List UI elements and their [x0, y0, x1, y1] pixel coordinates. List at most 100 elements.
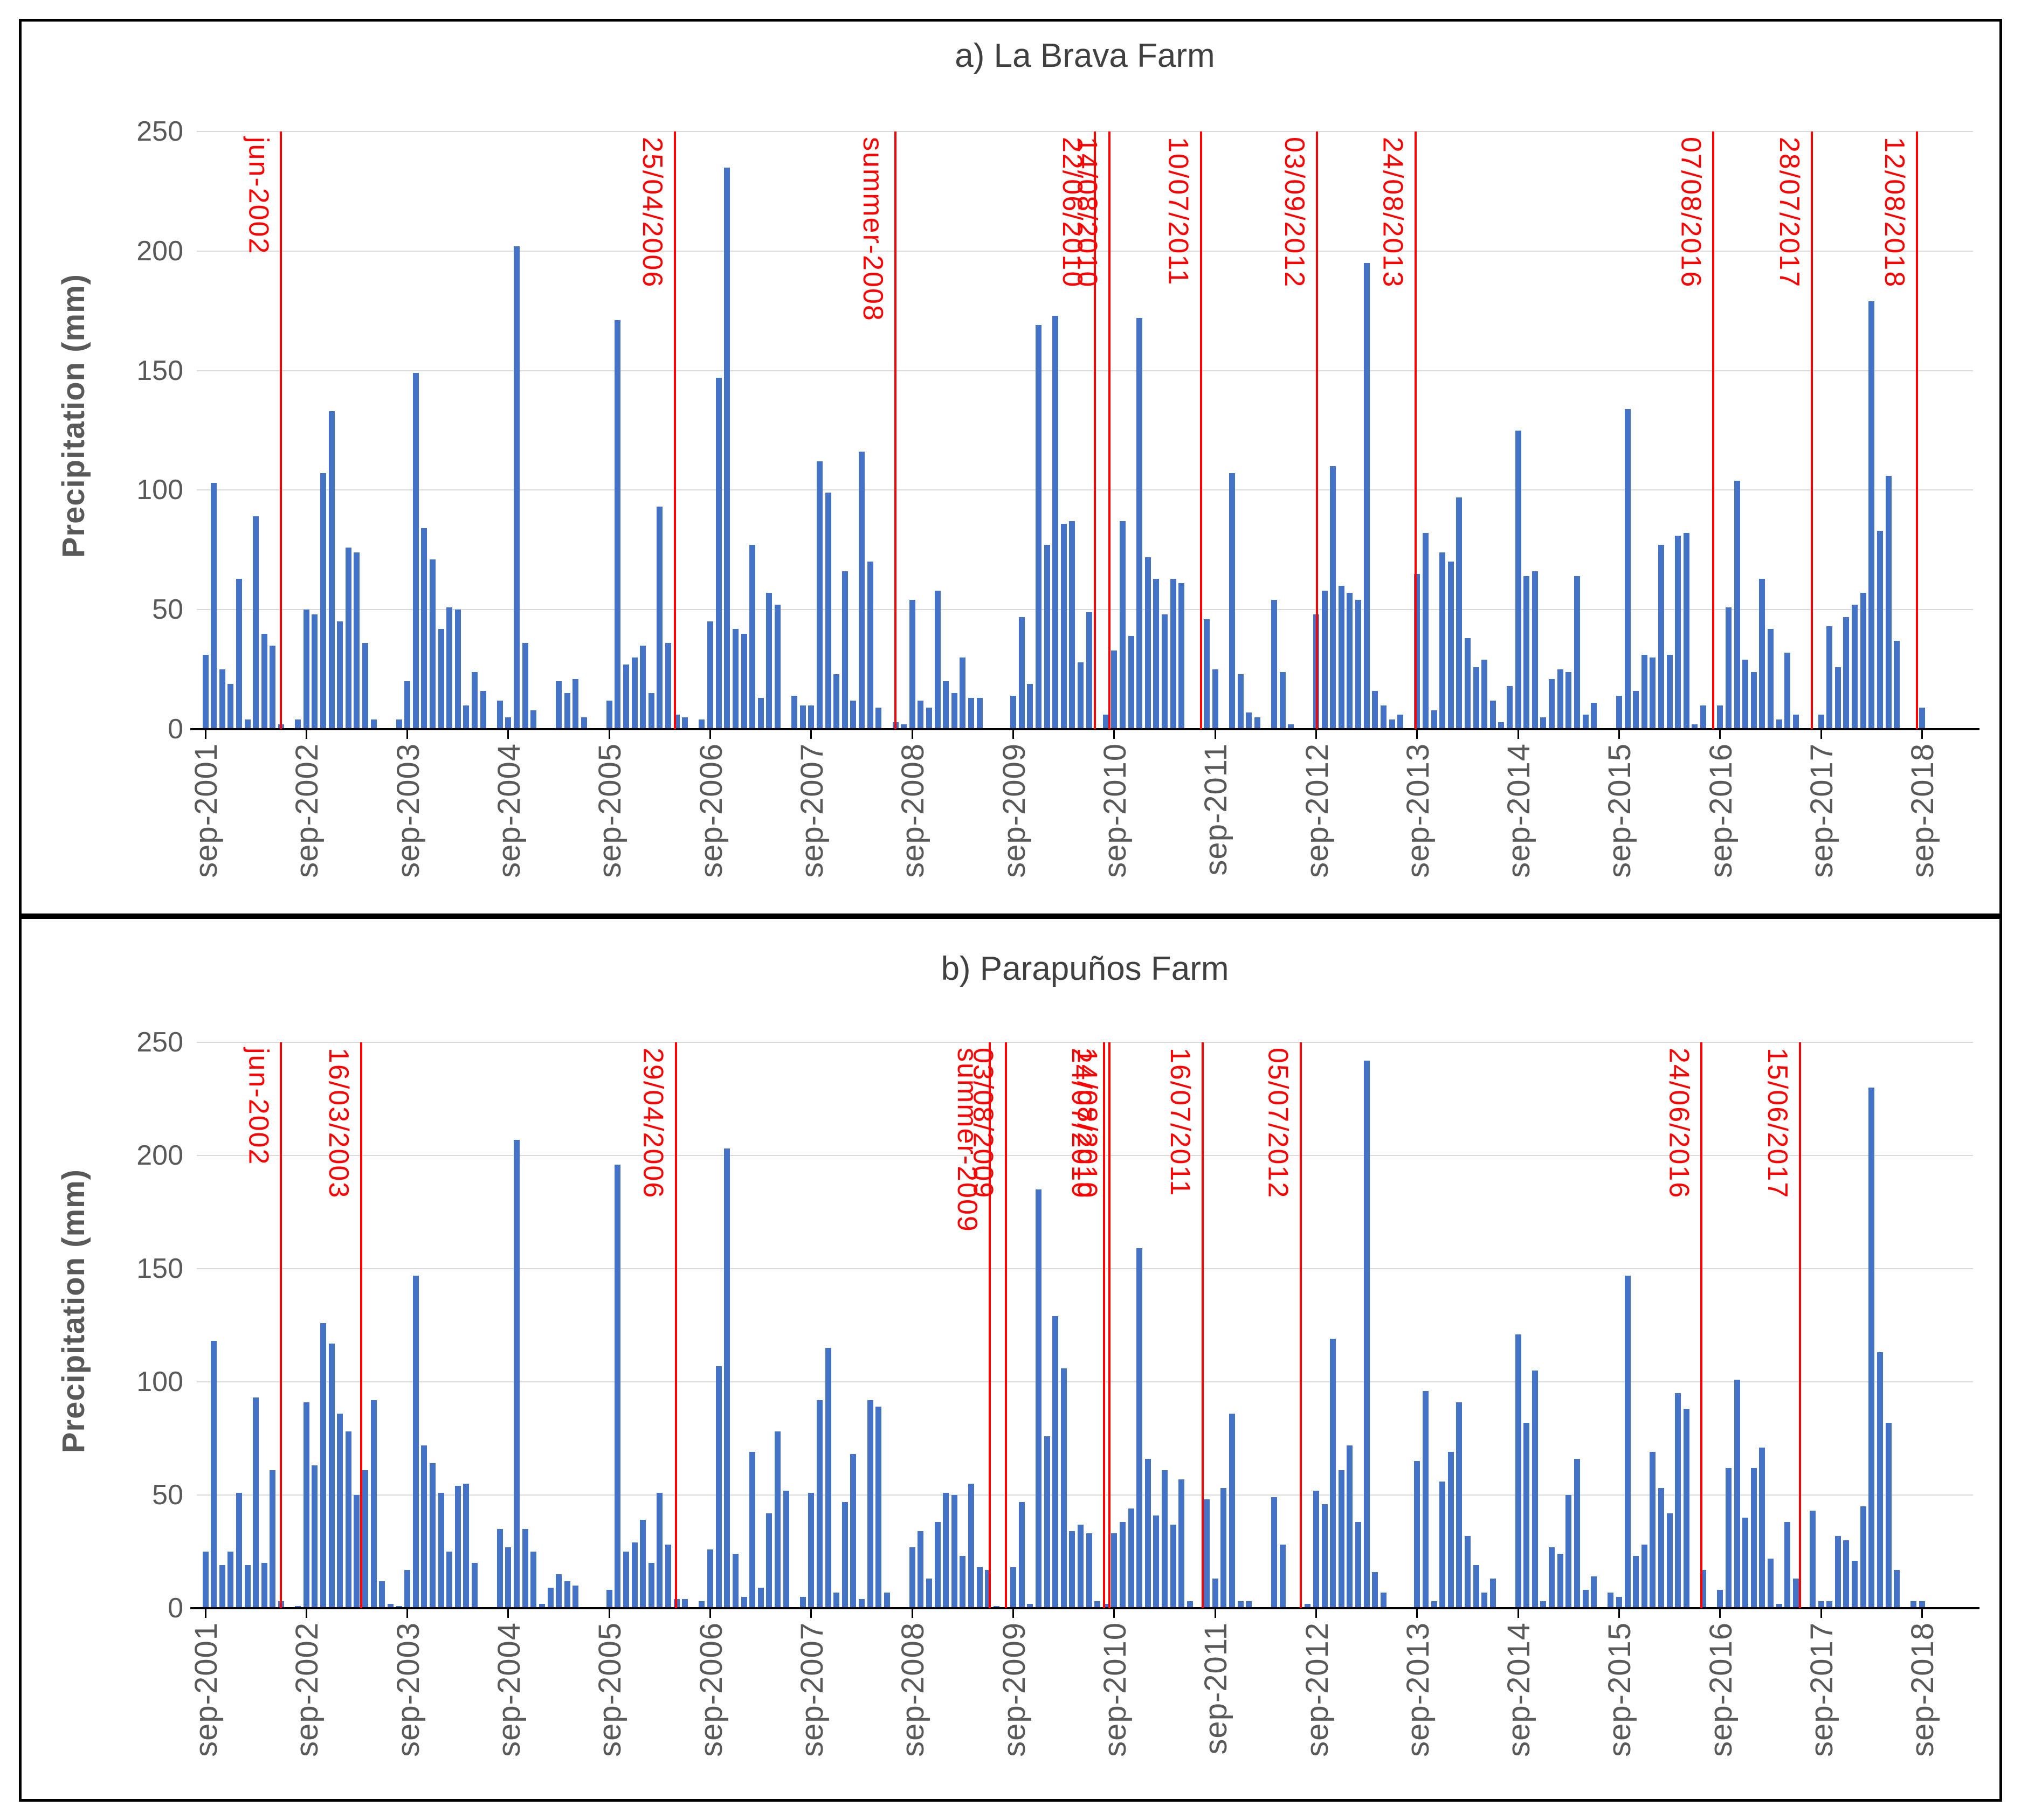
bar-month-135	[1338, 585, 1344, 729]
bar-month-180	[1717, 705, 1723, 729]
bar-month-45	[581, 717, 587, 729]
bar-month-123	[1237, 674, 1244, 729]
bar-month-84	[909, 600, 915, 729]
bar-month-91	[968, 698, 974, 729]
x-tick-label-sep-2004: sep-2004	[491, 743, 527, 878]
bar-month-33	[480, 691, 486, 729]
bar-month-124	[1246, 712, 1252, 729]
bar-month-144	[1414, 573, 1420, 729]
bar-month-67	[766, 593, 772, 729]
x-tick-sep-2013	[1416, 729, 1418, 739]
x-tick-sep-2014	[1517, 729, 1519, 739]
bar-month-85	[918, 700, 924, 729]
x-tick-sep-2007	[810, 729, 812, 739]
y-tick-label-250: 250	[136, 116, 183, 147]
bar-month-78	[859, 452, 865, 729]
x-tick-label-sep-2010: sep-2010	[1097, 1622, 1133, 1757]
bar-month-29	[446, 607, 453, 729]
x-tick-label-sep-2008: sep-2008	[895, 743, 931, 878]
bar-month-6	[253, 1397, 259, 1608]
bar-month-159	[1540, 717, 1547, 729]
bar-month-153	[1489, 700, 1496, 729]
bar-month-96	[1010, 695, 1017, 729]
x-tick-label-sep-2014: sep-2014	[1501, 1622, 1537, 1757]
bar-month-89	[951, 1495, 957, 1608]
x-tick-sep-2012	[1315, 1608, 1318, 1618]
bar-month-148	[1447, 562, 1454, 729]
bar-month-66	[757, 1588, 764, 1608]
bar-month-11	[295, 719, 301, 729]
bar-month-76	[841, 571, 848, 729]
bar-month-127	[1271, 1497, 1277, 1608]
bar-month-99	[1035, 325, 1041, 729]
x-tick-sep-2011	[1214, 1608, 1216, 1618]
bar-month-23	[396, 719, 402, 729]
bar-month-60	[707, 621, 714, 729]
bar-month-85	[918, 1531, 924, 1608]
bar-month-57	[682, 1599, 688, 1608]
event-line-summer-2009	[988, 1042, 991, 1608]
x-tick-sep-2012	[1315, 729, 1318, 739]
x-tick-sep-2018	[1921, 1608, 1923, 1618]
bar-month-88	[943, 1492, 949, 1608]
event-label-24/08/2013: 24/08/2013	[1377, 137, 1409, 288]
bar-month-32	[472, 1563, 478, 1608]
bar-month-55	[665, 1545, 672, 1608]
event-label-14/08/2010: 14/08/2010	[1071, 1048, 1103, 1199]
x-tick-label-sep-2009: sep-2009	[996, 743, 1032, 878]
bar-month-200	[1885, 475, 1892, 729]
bar-month-43	[564, 1581, 570, 1608]
bar-month-25	[412, 1275, 419, 1608]
event-label-summer-2008: summer-2008	[857, 137, 889, 322]
bar-month-13	[312, 1465, 318, 1608]
event-label-24/06/2016: 24/06/2016	[1663, 1048, 1695, 1199]
event-line-24/07/2010	[1103, 1042, 1106, 1608]
bar-month-80	[875, 708, 882, 729]
bar-month-197	[1860, 1506, 1866, 1608]
bar-month-178	[1700, 1569, 1707, 1608]
bar-month-120	[1212, 1579, 1218, 1608]
bar-month-147	[1439, 552, 1446, 729]
bar-month-156	[1515, 1334, 1521, 1608]
bar-month-21	[379, 1581, 385, 1608]
event-line-07/08/2016	[1712, 132, 1715, 729]
bar-month-87	[934, 1522, 941, 1608]
x-tick-sep-2005	[608, 1608, 610, 1618]
bar-month-40	[539, 1603, 545, 1608]
bar-month-198	[1868, 1088, 1875, 1608]
x-tick-sep-2007	[810, 1608, 812, 1618]
bar-month-200	[1885, 1422, 1892, 1608]
bar-month-37	[514, 1139, 520, 1608]
bar-month-112	[1144, 557, 1151, 729]
event-line-16/03/2003	[360, 1042, 362, 1608]
y-tick-label-100: 100	[136, 474, 183, 506]
x-tick-sep-2009	[1012, 1608, 1015, 1618]
x-tick-label-sep-2006: sep-2006	[693, 1622, 729, 1757]
bar-month-61	[715, 1366, 722, 1608]
bar-month-149	[1456, 1402, 1463, 1608]
y-tick-label-50: 50	[152, 594, 183, 626]
bar-month-103	[1069, 1531, 1075, 1608]
bar-month-65	[749, 1452, 756, 1608]
bar-month-77	[850, 700, 857, 729]
bar-month-77	[850, 1454, 857, 1608]
x-tick-sep-2003	[406, 1608, 409, 1618]
bar-month-135	[1338, 1470, 1344, 1608]
bar-month-1	[211, 483, 217, 729]
event-label-16/03/2003: 16/03/2003	[322, 1048, 354, 1199]
event-label-jun-2002: jun-2002	[243, 1048, 274, 1166]
x-tick-label-sep-2005: sep-2005	[592, 743, 628, 878]
bar-month-7	[261, 1563, 267, 1608]
bar-month-127	[1271, 600, 1277, 729]
event-label-24/07/2010: 24/07/2010	[1066, 1048, 1098, 1199]
bar-month-19	[362, 643, 369, 729]
bar-month-67	[766, 1513, 772, 1608]
bar-month-28	[438, 1492, 444, 1608]
x-tick-sep-2002	[305, 729, 307, 739]
bar-month-76	[841, 1501, 848, 1608]
bar-month-189	[1792, 1579, 1799, 1608]
bar-month-168	[1616, 695, 1622, 729]
bar-month-201	[1894, 1569, 1900, 1608]
bar-month-5	[244, 719, 251, 729]
x-tick-sep-2014	[1517, 1608, 1519, 1618]
